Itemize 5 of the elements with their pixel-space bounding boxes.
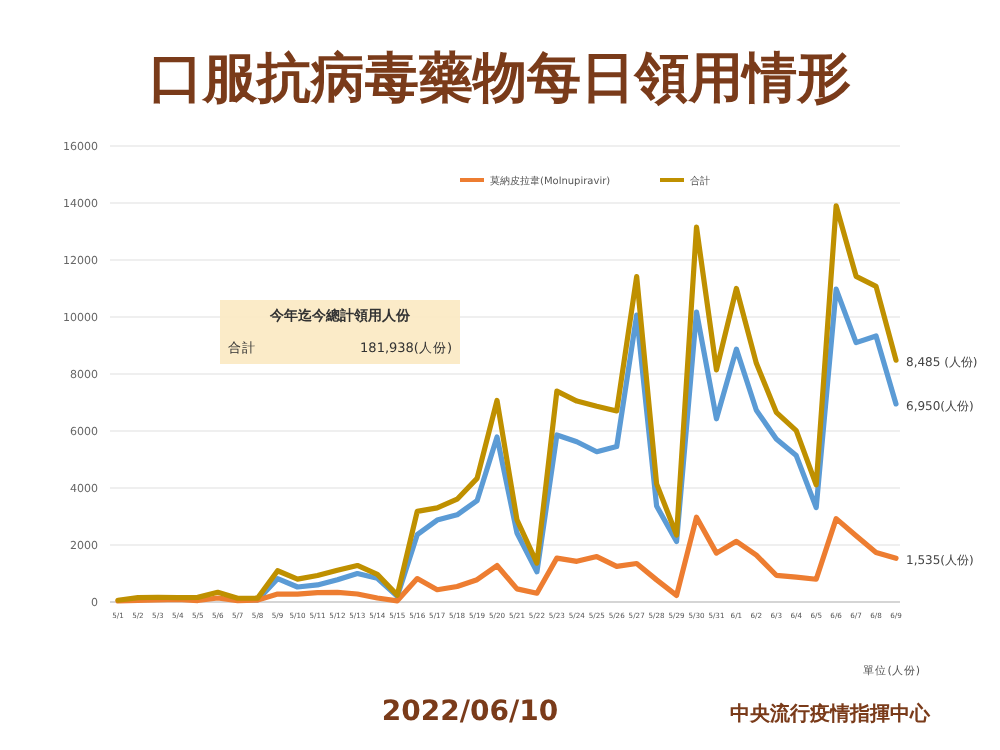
chart-title: 口服抗病毒藥物每日領用情形 [149, 48, 851, 110]
line-series [115, 514, 899, 604]
text: 2022/06/10 [381, 696, 559, 728]
text: 中央流行疫情指揮中心 [730, 702, 932, 726]
line-series [115, 203, 899, 603]
